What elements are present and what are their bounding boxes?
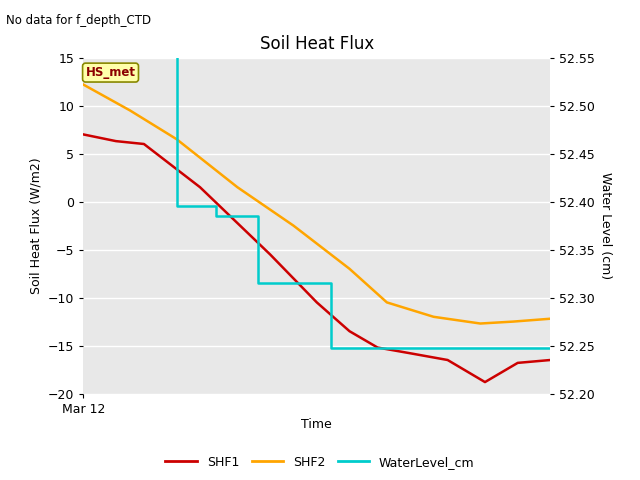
Y-axis label: Soil Heat Flux (W/m2): Soil Heat Flux (W/m2) [29,157,42,294]
Text: No data for f_depth_CTD: No data for f_depth_CTD [6,14,152,27]
Text: HS_met: HS_met [86,66,136,79]
Legend: SHF1, SHF2, WaterLevel_cm: SHF1, SHF2, WaterLevel_cm [161,451,479,474]
X-axis label: Time: Time [301,419,332,432]
Y-axis label: Water Level (cm): Water Level (cm) [599,172,612,279]
Title: Soil Heat Flux: Soil Heat Flux [260,35,374,53]
